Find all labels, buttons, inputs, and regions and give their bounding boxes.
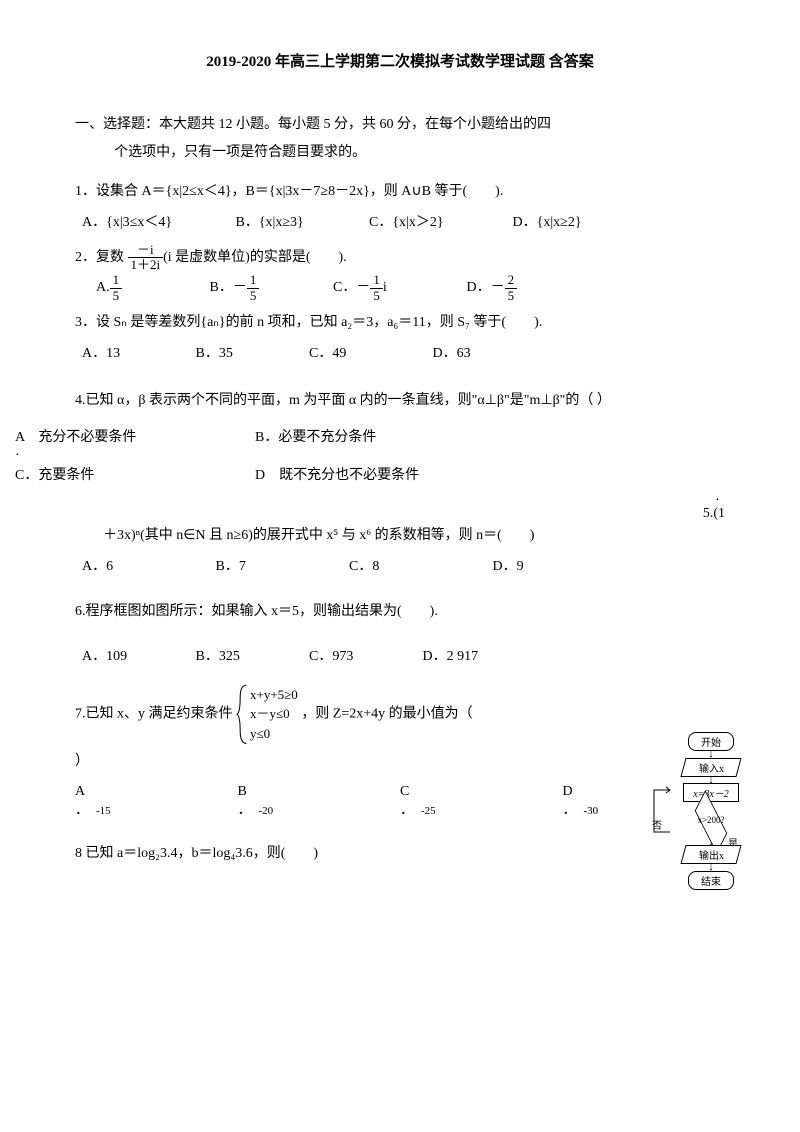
question-1: 1．设集合 A＝{x|2≤x＜4}，B＝{x|3x－7≥8－2x}，则 A∪B …: [75, 177, 725, 208]
q2-options: A.15 B．－15 C．－15i D．－25: [75, 273, 725, 304]
opt: B．－15: [210, 273, 330, 304]
arrow-down-icon: ↓: [672, 751, 750, 758]
opt: A．13: [82, 339, 192, 370]
fc-assign: x=3x－2: [683, 783, 739, 802]
opt: D．2 917: [423, 642, 479, 673]
intro-line: 一、选择题：本大题共 12 小题。每小题 5 分，共 60 分，在每个小题给出的…: [75, 117, 551, 132]
constraint-system: x+y+5≥0 x－y≤0 y≤0: [236, 685, 298, 744]
opt: C． -25: [400, 782, 563, 821]
question-5: ＋3x)ⁿ(其中 n∈N 且 n≥6)的展开式中 x⁵ 与 x⁶ 的系数相等，则…: [75, 521, 725, 552]
opt: D．{x|x≥2}: [513, 208, 582, 239]
label-no: 否: [652, 817, 662, 832]
section-intro: 一、选择题：本大题共 12 小题。每小题 5 分，共 60 分，在每个小题给出的…: [75, 111, 725, 167]
opt: D．－25: [467, 273, 518, 304]
opt: A．6: [82, 552, 212, 583]
question-8: 8 已知 a＝log₂3.4，b＝log₄3.6，则( ): [75, 839, 725, 870]
fc-decision: x>200? 否 是: [672, 811, 750, 837]
intro-line: 个选项中，只有一项是符合题目要求的。: [75, 145, 366, 160]
opt: C．973: [309, 642, 419, 673]
q4-row2: C．充要条件 D 既不充分也不必要条件: [15, 463, 725, 488]
question-7: 7.已知 x、y 满足约束条件 x+y+5≥0 x－y≤0 y≤0 ，则 Z=2…: [75, 685, 725, 744]
q7-options: A． -15 B． -20 C． -25 D． -30: [75, 782, 725, 821]
opt: D．9: [493, 552, 524, 583]
opt: B．35: [196, 339, 306, 370]
opt: B． -20: [238, 782, 401, 821]
q2-pre: 2．复数: [75, 250, 124, 265]
fc-output: 输出x: [680, 845, 741, 864]
exam-page: 2019-2020 年高三上学期第二次模拟考试数学理试题 含答案 一、选择题：本…: [0, 0, 800, 910]
q1-options: A．{x|3≤x＜4} B．{x|x≥3} C．{x|x＞2} D．{x|x≥2…: [75, 208, 725, 239]
q5-options: A．6 B．7 C．8 D．9: [75, 552, 725, 583]
opt: B．{x|x≥3}: [236, 208, 366, 239]
left-brace-icon: [236, 683, 248, 746]
page-title: 2019-2020 年高三上学期第二次模拟考试数学理试题 含答案: [75, 50, 725, 71]
q7-close: ）: [75, 747, 725, 778]
question-4: 4.已知 α，β 表示两个不同的平面，m 为平面 α 内的一条直线，则"α⊥β"…: [75, 386, 725, 417]
question-6: 6.程序框图如图所示：如果输入 x＝5，则输出结果为( ).: [75, 597, 725, 628]
opt: A． -15: [75, 782, 238, 821]
q3-options: A．13 B．35 C．49 D．63: [75, 339, 725, 370]
opt: C．{x|x＞2}: [369, 208, 509, 239]
q4-row1: A 充分不必要条件 B．必要不充分条件: [15, 425, 725, 450]
opt: B．7: [216, 552, 346, 583]
frac-num: －i: [128, 243, 164, 258]
question-3: 3．设 Sₙ 是等差数列{aₙ}的前 n 项和，已知 a₂＝3，a₆＝11，则 …: [75, 308, 725, 339]
frac-den: 1＋2i: [128, 258, 164, 272]
opt: C．49: [309, 339, 429, 370]
flowchart: 开始 ↓ 输入x ↓ x=3x－2 ↓ x>200? 否 是 ↓ 输出x ↓ 结…: [672, 732, 750, 890]
opt: D．63: [433, 339, 471, 370]
opt: B．325: [196, 642, 306, 673]
fc-end: 结束: [688, 871, 734, 890]
opt: A．109: [82, 642, 192, 673]
opt: C．8: [349, 552, 489, 583]
fc-input: 输入x: [680, 758, 741, 777]
opt: A.15: [96, 273, 206, 304]
opt: A．{x|3≤x＜4}: [82, 208, 232, 239]
arrow-down-icon: ↓: [672, 864, 750, 871]
fraction: －i 1＋2i: [128, 243, 164, 273]
q2-post: (i 是虚数单位)的实部是( ).: [163, 250, 347, 265]
arrow-down-icon: ↓: [672, 777, 750, 784]
q6-options: A．109 B．325 C．973 D．2 917: [75, 642, 725, 673]
opt: C．－15i: [333, 273, 463, 304]
question-2: 2．复数 －i 1＋2i (i 是虚数单位)的实部是( ).: [75, 243, 725, 274]
